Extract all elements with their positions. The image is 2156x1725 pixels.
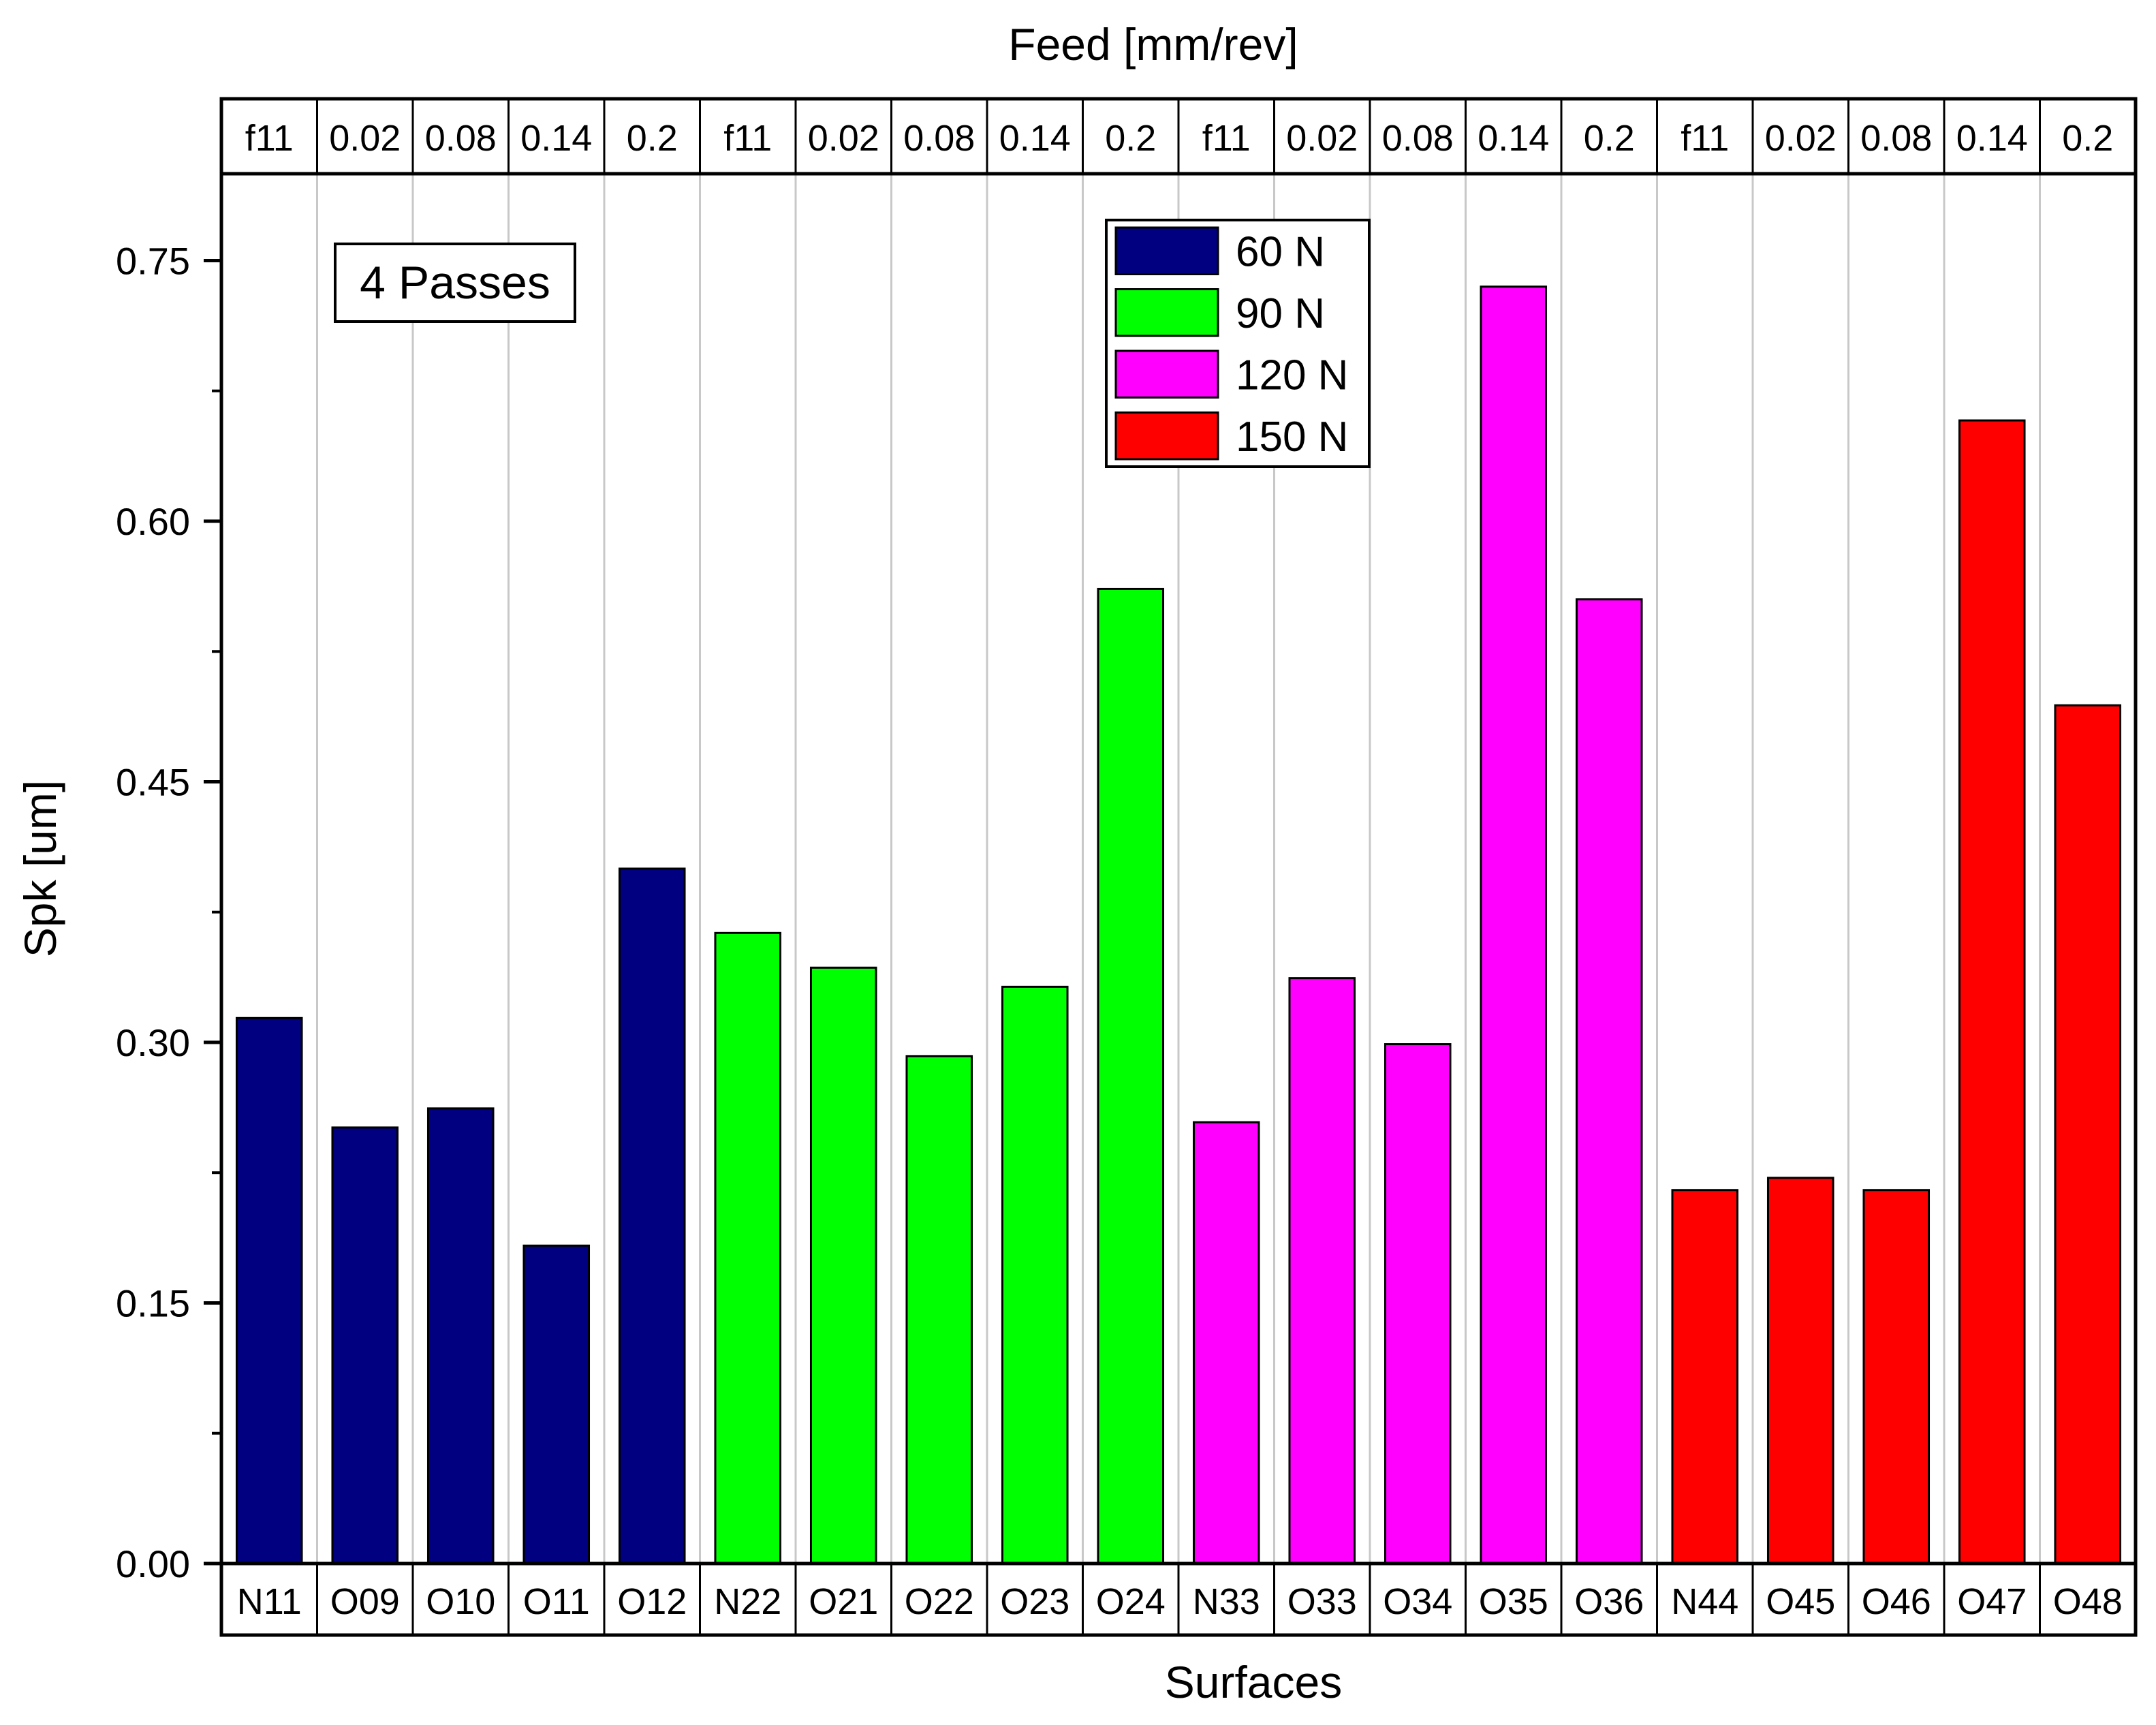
- y-tick-label: 0.00: [116, 1542, 190, 1585]
- feed-label: 0.14: [1956, 118, 2028, 159]
- legend-label: 90 N: [1236, 290, 1325, 337]
- x-axis-title: Surfaces: [1165, 1657, 1342, 1707]
- bar-o47: [1958, 419, 2026, 1565]
- annotation-box: 4 Passes: [334, 243, 576, 323]
- legend-swatch: [1114, 226, 1219, 275]
- feed-label: 0.2: [1584, 118, 1635, 159]
- category-label: O35: [1479, 1581, 1548, 1622]
- legend-label: 120 N: [1236, 352, 1348, 399]
- legend: 60 N 90 N 120 N 150 N: [1105, 219, 1371, 468]
- feed-label: 0.14: [999, 118, 1071, 159]
- category-label: N33: [1193, 1581, 1260, 1622]
- feed-label: 0.08: [425, 118, 497, 159]
- y-tick-label: 0.45: [116, 761, 190, 804]
- category-label: O24: [1096, 1581, 1166, 1622]
- bar-o35: [1480, 285, 1548, 1565]
- bar-o36: [1575, 598, 1643, 1565]
- top-axis-title: Feed [mm/rev]: [1008, 19, 1298, 69]
- y-tick-label: 0.60: [116, 500, 190, 543]
- y-axis-title: Spk [um]: [15, 780, 65, 957]
- bar-o33: [1288, 977, 1356, 1565]
- category-label: N22: [714, 1581, 781, 1622]
- y-tick-label: 0.30: [116, 1021, 190, 1064]
- category-label: O09: [330, 1581, 400, 1622]
- category-label: O46: [1862, 1581, 1931, 1622]
- feed-label: 0.14: [520, 118, 592, 159]
- feed-label: 0.08: [1382, 118, 1454, 159]
- feed-label: 0.2: [2062, 118, 2113, 159]
- feed-label: 0.2: [1105, 118, 1156, 159]
- legend-label: 60 N: [1236, 228, 1325, 275]
- feed-label: 0.14: [1478, 118, 1549, 159]
- category-label: O45: [1766, 1581, 1835, 1622]
- category-label: O36: [1574, 1581, 1644, 1622]
- feed-label: 0.08: [1860, 118, 1932, 159]
- category-label: O22: [905, 1581, 974, 1622]
- bar-o45: [1766, 1177, 1834, 1565]
- legend-swatch: [1114, 349, 1219, 399]
- category-label: O11: [523, 1581, 590, 1622]
- y-tick-label: 0.15: [116, 1282, 190, 1325]
- feed-label: f11: [1681, 118, 1729, 159]
- bar-n11: [235, 1016, 303, 1565]
- category-label: O23: [1000, 1581, 1069, 1622]
- legend-label: 150 N: [1236, 414, 1348, 461]
- feed-label: 0.08: [903, 118, 975, 159]
- feed-label: 0.02: [1286, 118, 1358, 159]
- y-axis-ticks: 0.00 0.15 0.30 0.45 0.60 0.75: [116, 240, 221, 1585]
- bar-o46: [1862, 1189, 1931, 1565]
- y-tick-label: 0.75: [116, 240, 190, 283]
- bar-o11: [522, 1244, 591, 1565]
- bar-o10: [426, 1107, 495, 1565]
- bar-n33: [1192, 1121, 1260, 1565]
- category-label: O21: [809, 1581, 878, 1622]
- category-label: N44: [1671, 1581, 1738, 1622]
- bar-n22: [714, 931, 782, 1565]
- legend-swatch: [1114, 411, 1219, 461]
- bar-o09: [331, 1126, 399, 1565]
- feed-label: f11: [723, 118, 772, 159]
- category-label: O12: [617, 1581, 687, 1622]
- bars: [235, 285, 2122, 1565]
- category-label: O48: [2053, 1581, 2123, 1622]
- category-label: O33: [1287, 1581, 1357, 1622]
- bar-o48: [2054, 704, 2122, 1565]
- feed-label: 0.2: [627, 118, 678, 159]
- bar-o12: [618, 867, 686, 1565]
- bar-o23: [1001, 985, 1069, 1565]
- bar-o24: [1097, 587, 1165, 1565]
- category-row: N11 O09 O10 O11 O12 N22 O21 O22 O23 O24 N33 O33 O34 O…: [219, 1561, 2138, 1637]
- category-label: O34: [1383, 1581, 1452, 1622]
- category-label: O47: [1957, 1581, 2027, 1622]
- bar-o21: [809, 966, 877, 1565]
- feed-label: f11: [1202, 118, 1251, 159]
- bar-o34: [1384, 1043, 1452, 1565]
- feed-label: 0.02: [329, 118, 401, 159]
- category-label: O10: [426, 1581, 495, 1622]
- category-label: N11: [237, 1581, 302, 1622]
- feed-label: 0.02: [1765, 118, 1837, 159]
- feed-label: f11: [245, 118, 294, 159]
- legend-swatch: [1114, 288, 1219, 337]
- bar-n44: [1671, 1189, 1739, 1565]
- feed-row: f11 0.02 0.08 0.14 0.2 f11 0.02 0.08 0.14 0.2 f11 0…: [219, 97, 2138, 176]
- annotation-label: 4 Passes: [360, 257, 550, 309]
- feed-label: 0.02: [808, 118, 879, 159]
- bar-o22: [905, 1055, 973, 1565]
